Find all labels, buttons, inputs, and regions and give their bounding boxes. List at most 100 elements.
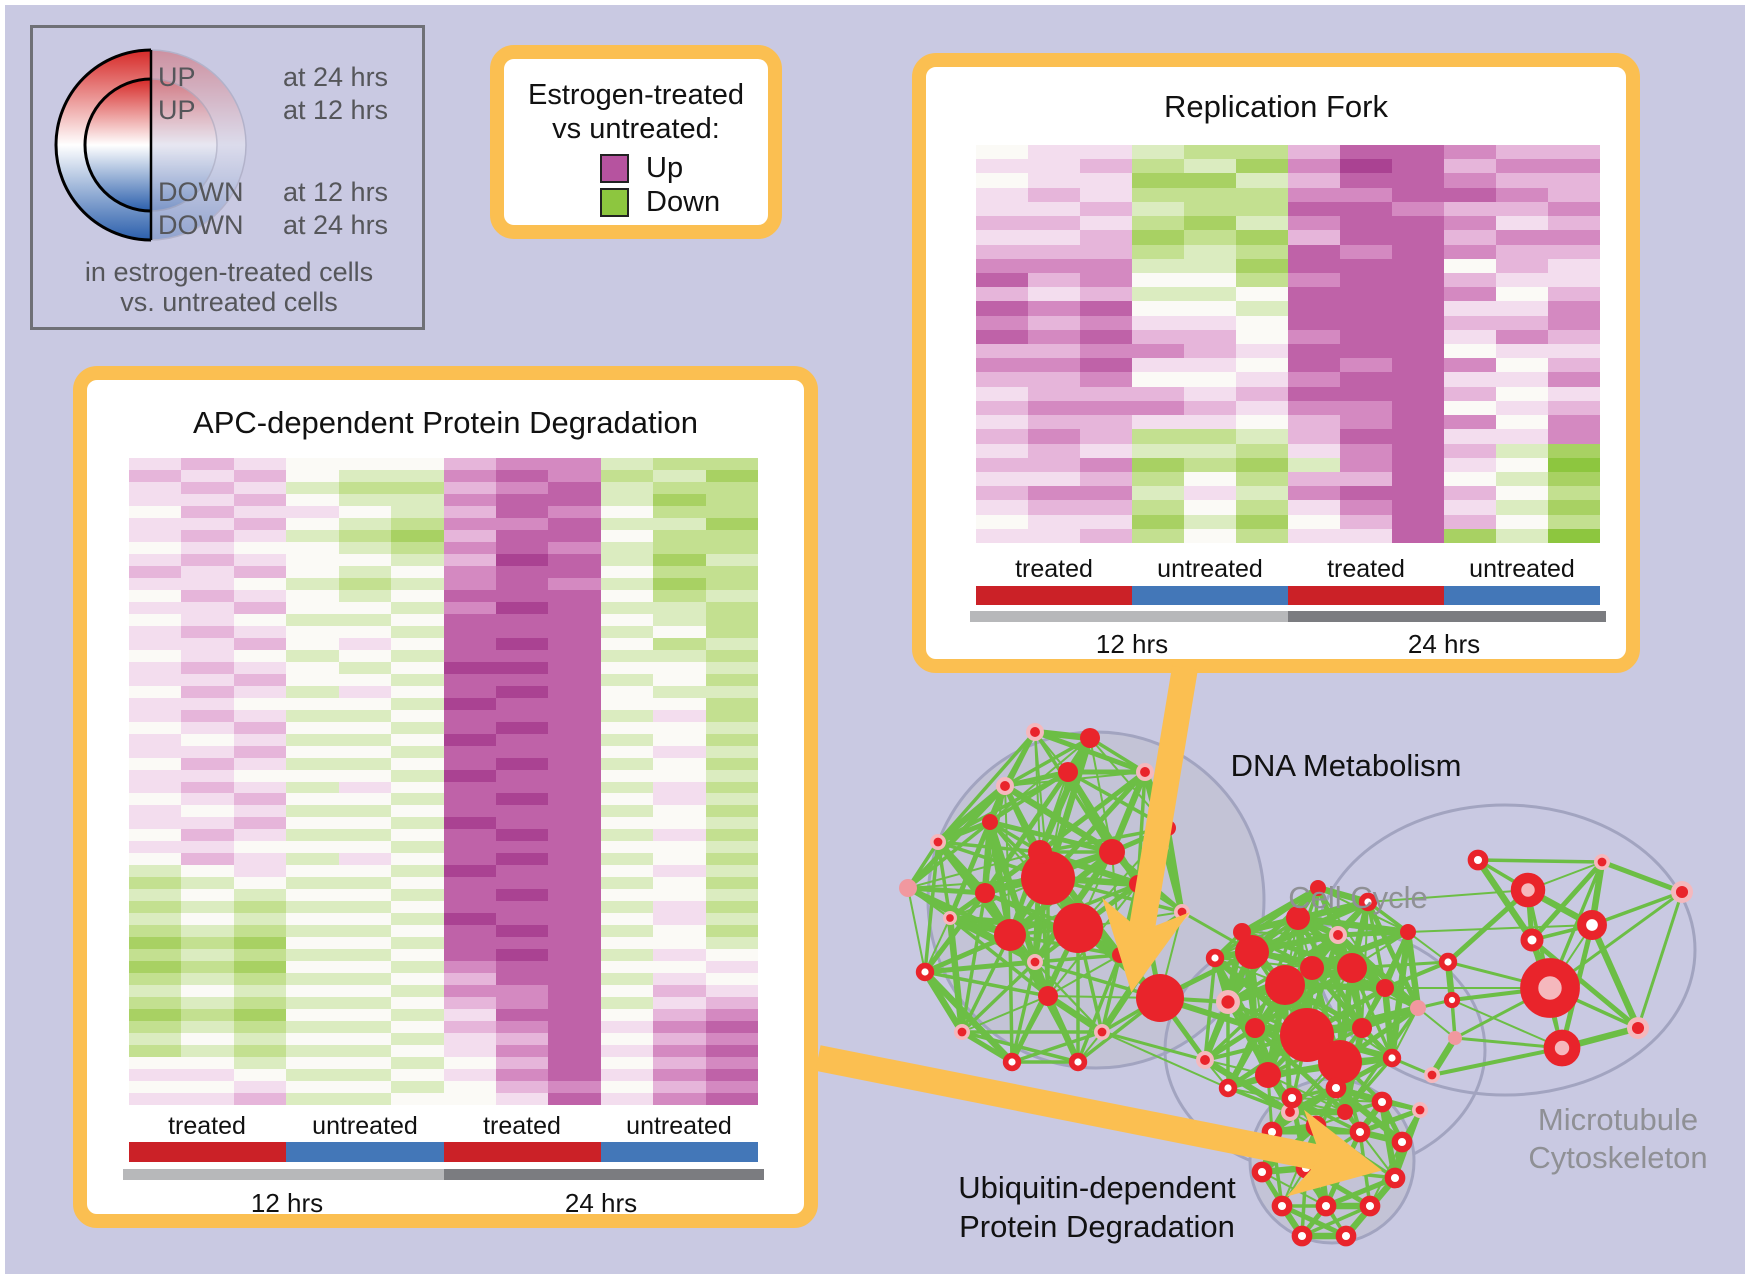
heatmap-cell (1496, 315, 1548, 330)
heatmap-cell (286, 625, 339, 638)
heatmap-cell (391, 709, 444, 722)
heatmap-cell (1392, 500, 1444, 515)
heatmap-cell (1548, 315, 1600, 330)
gene-node-ring (1281, 1087, 1303, 1109)
heatmap-cell (181, 721, 234, 734)
heatmap-cell (129, 601, 182, 614)
heatmap-cell (1184, 415, 1236, 430)
heatmap-cell (181, 649, 234, 662)
network-edge (923, 891, 987, 974)
heatmap-cell (1444, 443, 1496, 458)
heatmap-cell (1080, 500, 1132, 515)
heatmap-cell (548, 745, 601, 758)
heatmap-cell (1444, 372, 1496, 387)
circle-score-legend: UP at 24 hrs UP at 12 hrs DOWN at 12 hrs… (30, 25, 425, 330)
heatmap-cell (1288, 415, 1340, 430)
heatmap-cell (129, 925, 182, 938)
heatmap-cell (181, 577, 234, 590)
heatmap-cell (548, 793, 601, 806)
heatmap-cell (233, 757, 287, 770)
heatmap-cell (1548, 415, 1600, 430)
heatmap-cell (1496, 258, 1548, 273)
heatmap-cell (181, 541, 234, 554)
heatmap-cell (1340, 244, 1392, 259)
heatmap-cell (286, 493, 339, 506)
heatmap-cell (495, 877, 549, 890)
heatmap-cell (600, 685, 654, 698)
heatmap-cell (1392, 471, 1444, 487)
heatmap-cell (653, 793, 706, 806)
heatmap-cell (391, 1069, 444, 1082)
gene-node-halo-core (1285, 1107, 1295, 1117)
heatmap-cell (338, 589, 392, 602)
legend-dir-up-12: UP (158, 95, 196, 125)
heatmap-cell (1028, 216, 1080, 231)
heatmap-cell (653, 841, 706, 854)
heatmap-cell (1236, 187, 1288, 202)
gene-node-solid (1352, 1018, 1372, 1038)
heatmap-cell (181, 458, 234, 470)
gene-node-ring (1438, 952, 1458, 972)
heatmap-cell (705, 1093, 758, 1105)
heatmap-cell (1444, 201, 1496, 217)
heatmap-cell (1392, 272, 1444, 288)
heatmap-cell (443, 961, 496, 974)
heatmap-cell (233, 997, 287, 1010)
heatmap-cell (1548, 500, 1600, 515)
heatmap-cell (181, 553, 234, 566)
heatmap-cell (653, 829, 706, 842)
heatmap-cell (548, 961, 601, 974)
heatmap-cell (653, 613, 706, 626)
heatmap-cell (1080, 429, 1132, 444)
heatmap-cell (548, 685, 601, 698)
heatmap-cell (286, 1009, 339, 1022)
legend-dir-down-12: DOWN (158, 177, 244, 207)
heatmap-cell (1184, 514, 1236, 529)
heatmap-cell (1184, 230, 1236, 245)
heatmap-cell (181, 697, 234, 710)
heatmap-cell (548, 817, 601, 830)
heatmap-cell (548, 529, 601, 542)
gene-node-ring (1218, 1078, 1238, 1098)
heatmap-cell (600, 709, 654, 722)
heatmap-cell (653, 505, 706, 518)
heatmap-cell (129, 577, 182, 590)
heatmap-cell (705, 925, 758, 938)
heatmap-cell (705, 481, 758, 494)
heatmap-cell (1184, 145, 1236, 160)
heatmap-cell (1288, 287, 1340, 302)
heatmap-cell (129, 805, 182, 818)
apc-bar-12hrs (123, 1169, 444, 1180)
network-edge (1431, 1046, 1563, 1077)
heatmap-cell (1236, 272, 1288, 288)
heatmap-cell (129, 769, 182, 782)
heatmap-cell (1340, 429, 1392, 444)
heatmap-cell (129, 745, 182, 758)
heatmap-cell (495, 1069, 549, 1082)
heatmap-cell (286, 685, 339, 698)
heatmap-cell (181, 709, 234, 722)
heatmap-cell (976, 457, 1028, 472)
heatmap-cell (653, 973, 706, 986)
heatmap-cell (495, 505, 549, 518)
heatmap-cell (548, 493, 601, 506)
heatmap-cell (181, 517, 234, 530)
heatmap-cell (1340, 258, 1392, 273)
heatmap-cell (1236, 457, 1288, 472)
apc-bar-24hrs (443, 1169, 764, 1180)
heatmap-cell (181, 817, 234, 830)
heatmap-cell (391, 493, 444, 506)
heatmap-cell (129, 649, 182, 662)
heatmap-cell (653, 685, 706, 698)
gene-node-ring-pink (1543, 1029, 1581, 1067)
heatmap-cell (233, 458, 287, 470)
heatmap-cell (443, 1093, 496, 1105)
apc-bar-untreated-12 (286, 1142, 444, 1162)
heatmap-cell (338, 601, 392, 614)
heatmap-cell (600, 937, 654, 950)
gene-node-solid (1245, 1018, 1265, 1038)
legend-time-12: at 12 hrs (283, 95, 389, 125)
heatmap-cell (600, 1069, 654, 1082)
network-edge (1384, 960, 1449, 990)
